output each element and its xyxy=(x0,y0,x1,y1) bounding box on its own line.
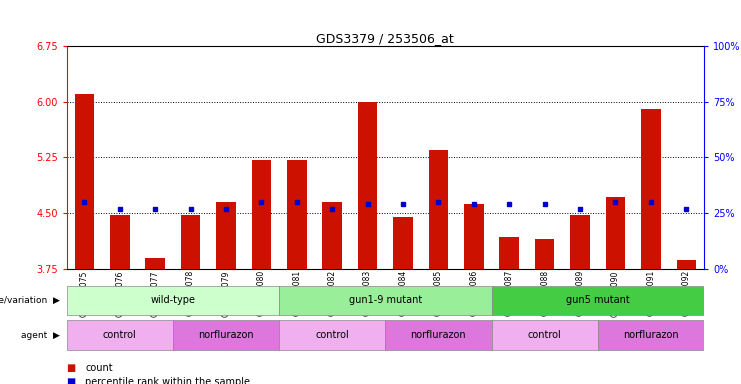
Text: gun5 mutant: gun5 mutant xyxy=(566,295,630,306)
Bar xyxy=(67,320,173,350)
Bar xyxy=(358,102,377,269)
Bar xyxy=(491,320,598,350)
Bar xyxy=(279,320,385,350)
Bar xyxy=(598,320,704,350)
Bar xyxy=(145,258,165,269)
Bar xyxy=(279,286,491,315)
Text: ■: ■ xyxy=(67,363,79,373)
Bar xyxy=(173,320,279,350)
Bar xyxy=(110,215,130,269)
Text: wild-type: wild-type xyxy=(150,295,196,306)
Bar xyxy=(385,320,491,350)
Title: GDS3379 / 253506_at: GDS3379 / 253506_at xyxy=(316,32,454,45)
Bar xyxy=(216,202,236,269)
Bar xyxy=(75,94,94,269)
Bar xyxy=(287,160,307,269)
Bar xyxy=(641,109,660,269)
Bar xyxy=(535,239,554,269)
Text: control: control xyxy=(316,330,349,340)
Bar xyxy=(571,215,590,269)
Text: control: control xyxy=(103,330,136,340)
Bar xyxy=(499,237,519,269)
Bar xyxy=(67,286,279,315)
Bar xyxy=(252,160,271,269)
Bar xyxy=(491,286,704,315)
Text: ■: ■ xyxy=(67,377,79,384)
Bar xyxy=(322,202,342,269)
Bar xyxy=(429,150,448,269)
Text: gun1-9 mutant: gun1-9 mutant xyxy=(349,295,422,306)
Text: percentile rank within the sample: percentile rank within the sample xyxy=(85,377,250,384)
Text: control: control xyxy=(528,330,562,340)
Text: count: count xyxy=(85,363,113,373)
Text: genotype/variation  ▶: genotype/variation ▶ xyxy=(0,296,60,305)
Bar xyxy=(181,215,200,269)
Text: norflurazon: norflurazon xyxy=(411,330,466,340)
Bar xyxy=(677,260,696,269)
Bar xyxy=(464,204,484,269)
Text: norflurazon: norflurazon xyxy=(623,330,679,340)
Text: agent  ▶: agent ▶ xyxy=(21,331,60,339)
Bar xyxy=(605,197,625,269)
Bar xyxy=(393,217,413,269)
Text: norflurazon: norflurazon xyxy=(198,330,254,340)
